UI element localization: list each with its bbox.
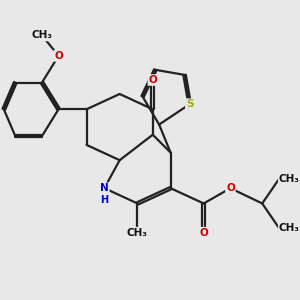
Text: O: O (199, 228, 208, 238)
Text: CH₃: CH₃ (279, 223, 300, 233)
Text: N: N (100, 183, 109, 193)
Text: CH₃: CH₃ (127, 228, 148, 238)
Text: O: O (226, 183, 235, 193)
Text: H: H (100, 195, 108, 205)
Text: O: O (148, 75, 157, 85)
Text: S: S (186, 99, 194, 109)
Text: CH₃: CH₃ (279, 174, 300, 184)
Text: CH₃: CH₃ (32, 30, 52, 40)
Text: O: O (54, 51, 63, 61)
